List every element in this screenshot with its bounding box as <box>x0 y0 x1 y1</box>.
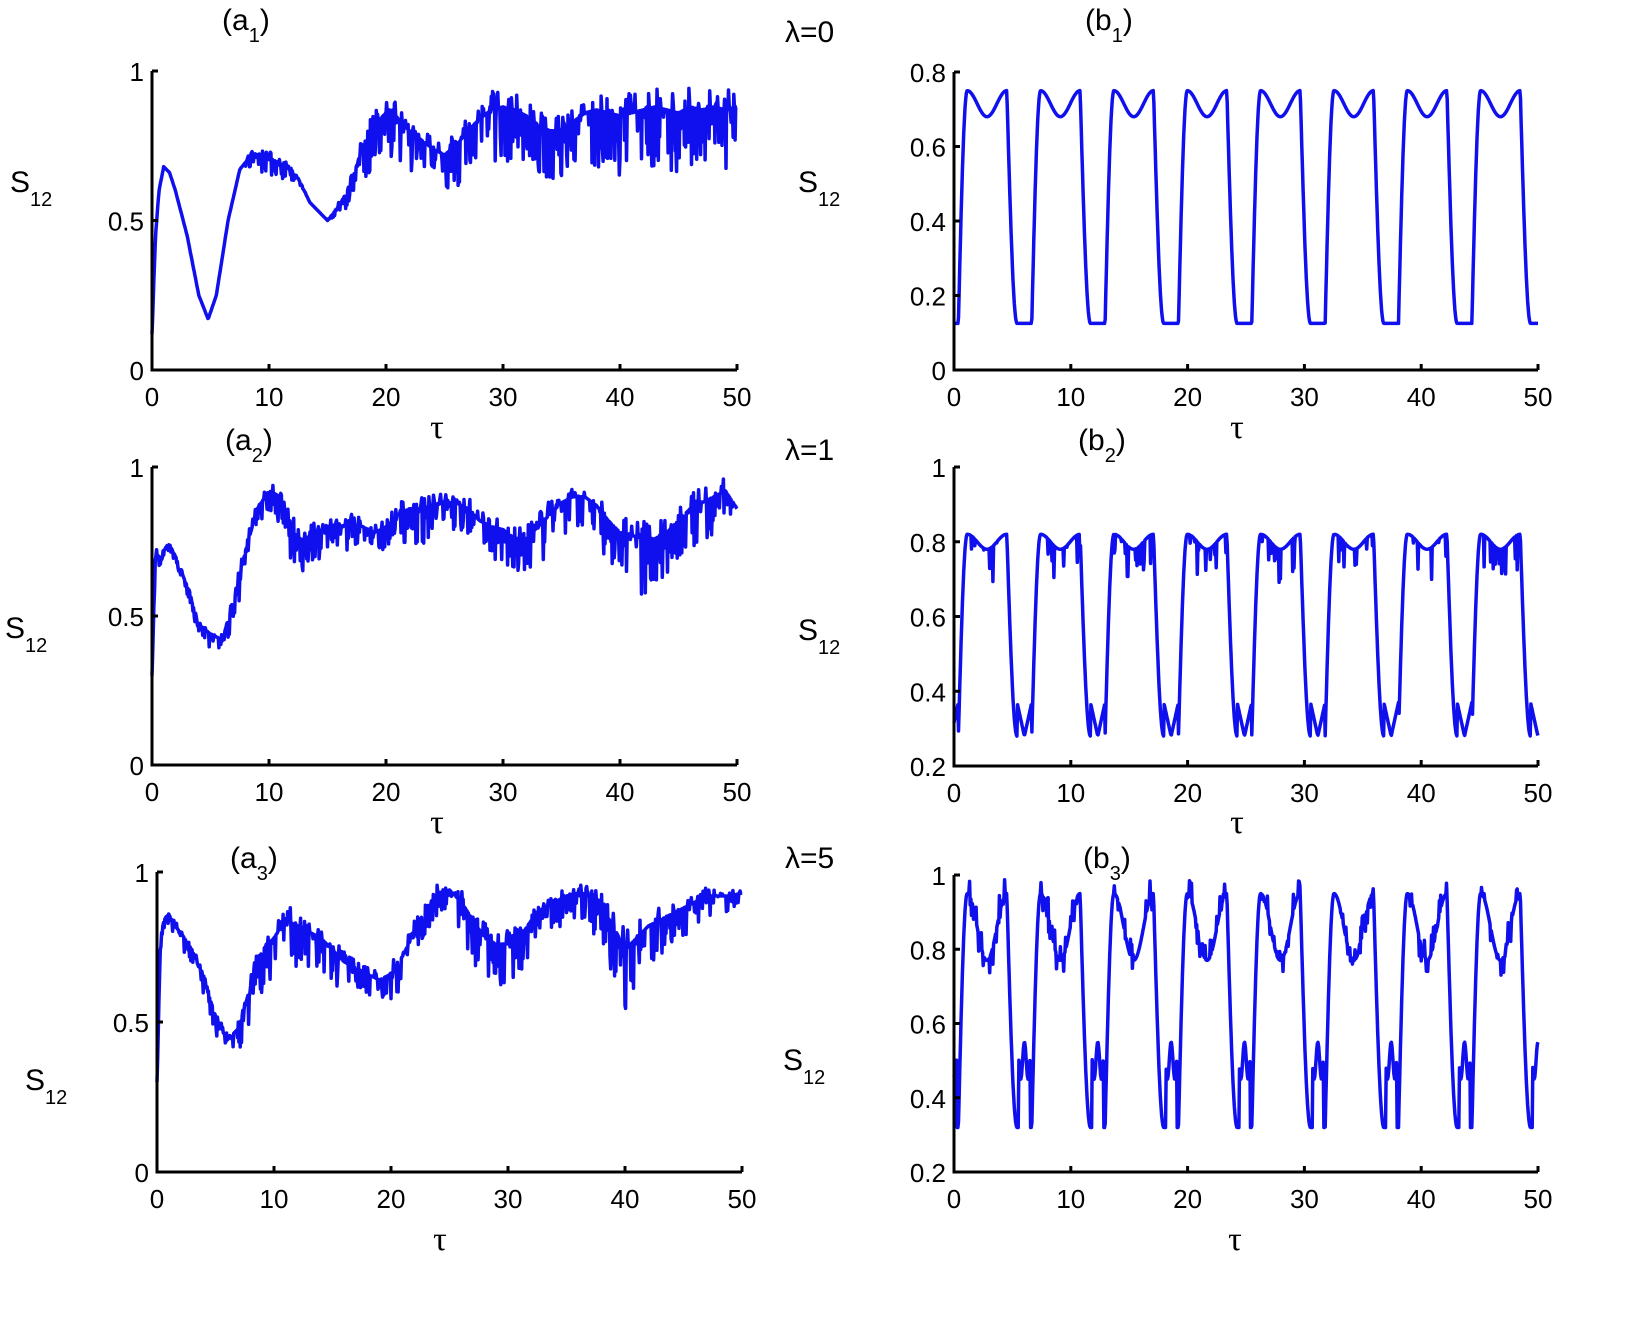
ytick-label: 1 <box>130 57 144 87</box>
axes-a3 <box>155 872 742 1174</box>
ytick-label: 0.5 <box>113 1008 149 1038</box>
ytick-label: 0.6 <box>910 603 946 633</box>
panel-a3: 0 10 20 30 40 50 0 0.5 1 (a3) S12 τ <box>25 842 756 1258</box>
ytick-label: 0.2 <box>910 1158 946 1188</box>
ytick-label: 0 <box>135 1158 149 1188</box>
ytick-label: 0.8 <box>910 935 946 965</box>
ytick-label: 0.8 <box>910 58 946 88</box>
xtick-label: 30 <box>1290 1184 1319 1214</box>
xtick-label: 0 <box>947 1184 961 1214</box>
panel-a1: 0 10 20 30 40 50 0 0.5 1 (a1) S12 τ <box>10 4 751 446</box>
ytick-label: 0.4 <box>910 677 946 707</box>
ytick-label: 0.2 <box>910 282 946 312</box>
ytick-label: 0.5 <box>108 207 144 237</box>
xtick-label: 50 <box>723 777 752 807</box>
xtick-label: 50 <box>1524 382 1553 412</box>
xtick-label: 10 <box>1056 778 1085 808</box>
x-axis-label: τ <box>1230 409 1244 446</box>
panel-title-a3: (a3) <box>230 842 278 885</box>
x-axis-label: τ <box>433 1221 447 1258</box>
xtick-label: 40 <box>1407 778 1436 808</box>
xtick-label: 40 <box>606 777 635 807</box>
xtick-label: 50 <box>1524 1184 1553 1214</box>
xtick-label: 10 <box>1056 1184 1085 1214</box>
xtick-label: 30 <box>494 1184 523 1214</box>
ytick-label: 0 <box>130 356 144 386</box>
xtick-label: 30 <box>1290 778 1319 808</box>
lambda-label: λ=1 <box>785 434 834 467</box>
xtick-label: 20 <box>377 1184 406 1214</box>
x-axis-label: τ <box>430 409 444 446</box>
ytick-label: 0.4 <box>910 207 946 237</box>
data-line-a2 <box>150 477 739 676</box>
ytick-label: 0.2 <box>910 752 946 782</box>
panel-a2: 0 10 20 30 40 50 0 0.5 1 (a2) S12 τ <box>5 424 751 841</box>
panel-title-b3: (b3) <box>1083 842 1131 885</box>
xtick-label: 30 <box>489 382 518 412</box>
y-axis-label: S12 <box>798 614 840 659</box>
xtick-label: 20 <box>372 382 401 412</box>
panel-b1: 0 10 20 30 40 50 0 0.2 0.4 0.6 0.8 (b1) S12 τ <box>798 4 1552 446</box>
xtick-label: 10 <box>1056 382 1085 412</box>
y-axis-label: S12 <box>798 166 840 211</box>
xtick-label: 50 <box>1524 778 1553 808</box>
xtick-label: 0 <box>145 777 159 807</box>
data-line-a1 <box>150 86 739 335</box>
ytick-label: 0.6 <box>910 133 946 163</box>
ytick-label: 1 <box>130 453 144 483</box>
xtick-label: 0 <box>145 382 159 412</box>
xtick-label: 10 <box>255 382 284 412</box>
y-axis-label: S12 <box>10 166 52 211</box>
ytick-label: 1 <box>135 858 149 888</box>
xtick-label: 20 <box>1173 778 1202 808</box>
lambda-label: λ=5 <box>785 842 834 875</box>
ytick-label: 0.5 <box>108 602 144 632</box>
y-axis-label: S12 <box>25 1064 67 1109</box>
xtick-label: 30 <box>489 777 518 807</box>
panel-title-a2: (a2) <box>225 424 273 467</box>
ytick-label: 1 <box>932 453 946 483</box>
xtick-label: 0 <box>150 1184 164 1214</box>
xtick-label: 40 <box>1407 382 1436 412</box>
panel-b2: 0 10 20 30 40 50 0.2 0.4 0.6 0.8 1 (b2) S12 τ <box>798 424 1552 841</box>
ytick-label: 1 <box>932 861 946 891</box>
data-line-a3 <box>155 883 744 1083</box>
xtick-label: 40 <box>1407 1184 1436 1214</box>
panel-title-b1: (b1) <box>1085 4 1133 47</box>
xtick-label: 30 <box>1290 382 1319 412</box>
panel-b3: 0 10 20 30 40 50 0.2 0.4 0.6 0.8 1 (b3) S12 τ <box>783 842 1552 1258</box>
y-axis-label: S12 <box>5 612 47 657</box>
xtick-label: 10 <box>260 1184 289 1214</box>
data-line-b2 <box>952 532 1540 738</box>
xtick-label: 20 <box>1173 1184 1202 1214</box>
ytick-label: 0 <box>130 751 144 781</box>
lambda-label: λ=0 <box>785 16 834 49</box>
y-axis-label: S12 <box>783 1044 825 1089</box>
xtick-label: 0 <box>947 778 961 808</box>
ytick-label: 0.8 <box>910 528 946 558</box>
xtick-label: 50 <box>728 1184 757 1214</box>
data-line-b3 <box>952 878 1540 1130</box>
ytick-label: 0.4 <box>910 1084 946 1114</box>
xtick-label: 0 <box>947 382 961 412</box>
panel-title-a1: (a1) <box>222 4 270 47</box>
panel-title-b2: (b2) <box>1078 424 1126 467</box>
xtick-label: 40 <box>606 382 635 412</box>
x-axis-label: τ <box>430 804 444 841</box>
data-line-b1 <box>952 88 1540 326</box>
x-axis-label: τ <box>1230 804 1244 841</box>
xtick-label: 10 <box>255 777 284 807</box>
xtick-label: 20 <box>1173 382 1202 412</box>
ytick-label: 0 <box>932 356 946 386</box>
xtick-label: 20 <box>372 777 401 807</box>
x-axis-label: τ <box>1228 1221 1242 1258</box>
xtick-label: 50 <box>723 382 752 412</box>
ytick-label: 0.6 <box>910 1010 946 1040</box>
xtick-label: 40 <box>611 1184 640 1214</box>
